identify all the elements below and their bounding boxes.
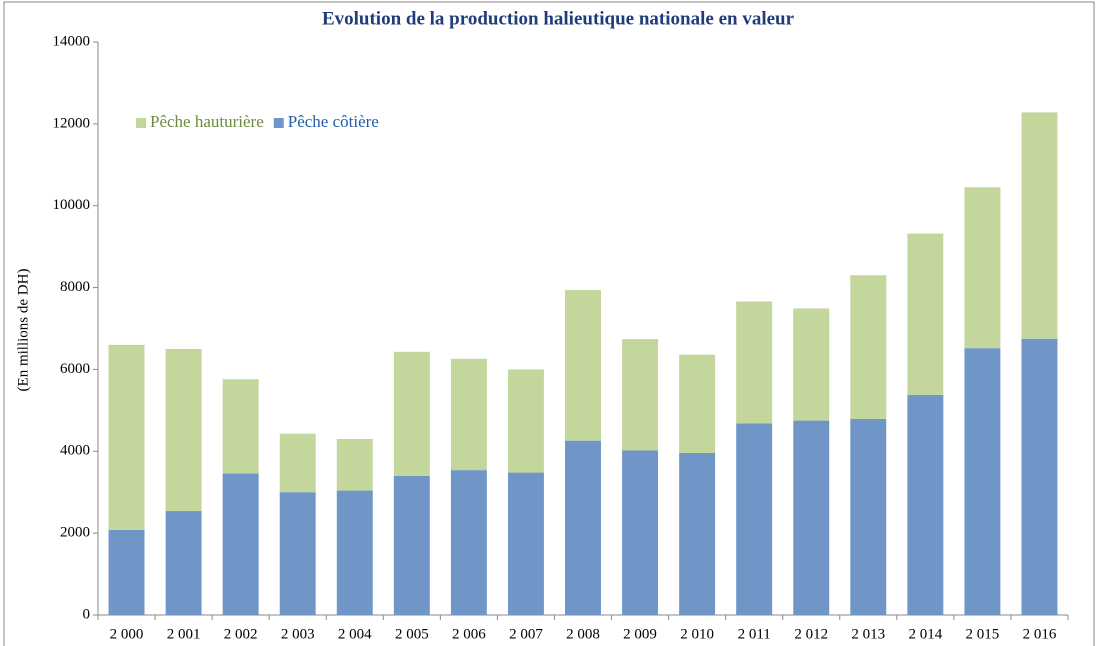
- x-tick-label: 2 005: [395, 626, 429, 642]
- bar: [279, 433, 316, 493]
- bar: [622, 339, 659, 451]
- bar: [964, 187, 1001, 349]
- legend-label: Pêche hauturière: [150, 112, 264, 131]
- x-tick-label: 2 002: [224, 626, 258, 642]
- bar: [450, 358, 487, 471]
- bar: [165, 511, 202, 615]
- legend-swatch: [136, 118, 146, 128]
- x-tick-label: 2 009: [623, 626, 657, 642]
- y-tick-label: 4000: [60, 443, 90, 459]
- x-tick-label: 2 001: [167, 626, 201, 642]
- bar: [279, 492, 316, 615]
- x-tick-label: 2 015: [966, 626, 1000, 642]
- x-tick-label: 2 006: [452, 626, 486, 642]
- bar: [907, 394, 944, 615]
- bar: [507, 369, 544, 473]
- bar: [565, 290, 601, 441]
- bar: [850, 275, 887, 419]
- legend-label: Pêche côtière: [288, 112, 379, 131]
- y-axis-label: (En millions de DH): [15, 269, 31, 392]
- bar: [108, 529, 145, 615]
- bar: [736, 301, 773, 424]
- bar: [336, 490, 373, 615]
- bar: [793, 308, 830, 421]
- bar: [1021, 338, 1058, 615]
- y-tick-label: 6000: [60, 361, 90, 377]
- x-tick-label: 2 000: [110, 626, 144, 642]
- x-tick-label: 2 012: [794, 626, 828, 642]
- x-tick-label: 2 011: [738, 626, 771, 642]
- bar: [222, 379, 259, 474]
- y-tick-label: 2000: [60, 525, 90, 541]
- legend-swatch: [273, 118, 284, 128]
- bar: [108, 344, 145, 530]
- bar: [165, 348, 202, 512]
- bar: [393, 351, 430, 476]
- bar: [679, 354, 716, 453]
- bar: [565, 440, 601, 615]
- x-tick-label: 2 014: [908, 626, 942, 642]
- y-tick-label: 10000: [53, 197, 91, 213]
- x-tick-label: 2 008: [566, 626, 600, 642]
- bar: [222, 473, 259, 615]
- bar: [336, 439, 373, 491]
- y-tick-label: 14000: [53, 33, 91, 49]
- y-tick-label: 0: [83, 606, 91, 622]
- chart-title: Evolution de la production halieutique n…: [322, 8, 795, 29]
- bar: [679, 452, 716, 615]
- bar: [850, 418, 887, 615]
- x-tick-label: 2 003: [281, 626, 315, 642]
- bar: [964, 348, 1001, 615]
- x-tick-label: 2 010: [680, 626, 714, 642]
- bar: [507, 472, 544, 615]
- x-tick-label: 2 013: [851, 626, 885, 642]
- bar: [622, 450, 659, 615]
- bar: [907, 233, 944, 395]
- bar: [393, 475, 430, 615]
- x-tick-label: 2 016: [1023, 626, 1057, 642]
- bar: [736, 423, 773, 615]
- bar: [1021, 112, 1058, 339]
- bar: [793, 420, 830, 615]
- y-tick-label: 12000: [53, 115, 91, 131]
- x-tick-label: 2 007: [509, 626, 543, 642]
- x-tick-label: 2 004: [338, 626, 372, 642]
- bar: [450, 470, 487, 615]
- chart-border: [3, 1, 1095, 646]
- y-tick-label: 8000: [60, 279, 90, 295]
